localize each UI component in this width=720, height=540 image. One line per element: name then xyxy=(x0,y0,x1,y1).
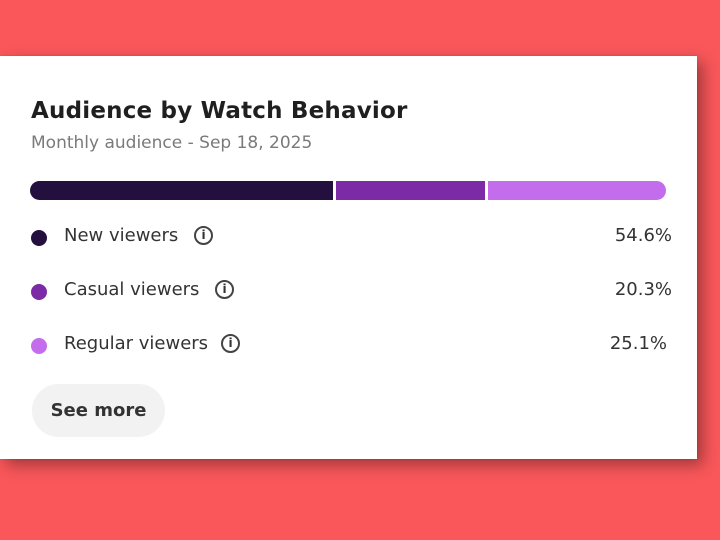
info-icon[interactable]: i xyxy=(194,226,213,245)
legend-value: 25.1% xyxy=(609,333,667,354)
info-icon[interactable]: i xyxy=(215,280,234,299)
card-subtitle: Monthly audience - Sep 18, 2025 xyxy=(31,133,313,153)
audience-card: Audience by Watch Behavior Monthly audie… xyxy=(0,56,697,459)
legend-dot-casual-viewers xyxy=(31,284,47,300)
legend-value: 54.6% xyxy=(614,225,672,246)
legend-label: New viewers xyxy=(64,225,179,246)
legend-dot-new-viewers xyxy=(31,230,47,246)
legend-value: 20.3% xyxy=(614,279,672,300)
audience-distribution-bar xyxy=(30,181,666,200)
legend-row-regular-viewers: Regular viewers i 25.1% xyxy=(0,330,697,360)
legend-row-new-viewers: New viewers i 54.6% xyxy=(0,222,697,252)
bar-segment-new-viewers xyxy=(30,181,333,200)
see-more-button[interactable]: See more xyxy=(32,384,165,437)
legend-label: Casual viewers xyxy=(64,279,200,300)
legend-row-casual-viewers: Casual viewers i 20.3% xyxy=(0,276,697,306)
card-title: Audience by Watch Behavior xyxy=(31,98,408,124)
bar-segment-regular-viewers xyxy=(484,181,666,200)
legend-label: Regular viewers xyxy=(64,333,209,354)
legend-dot-regular-viewers xyxy=(31,338,47,354)
info-icon[interactable]: i xyxy=(221,334,240,353)
bar-segment-casual-viewers xyxy=(332,181,485,200)
